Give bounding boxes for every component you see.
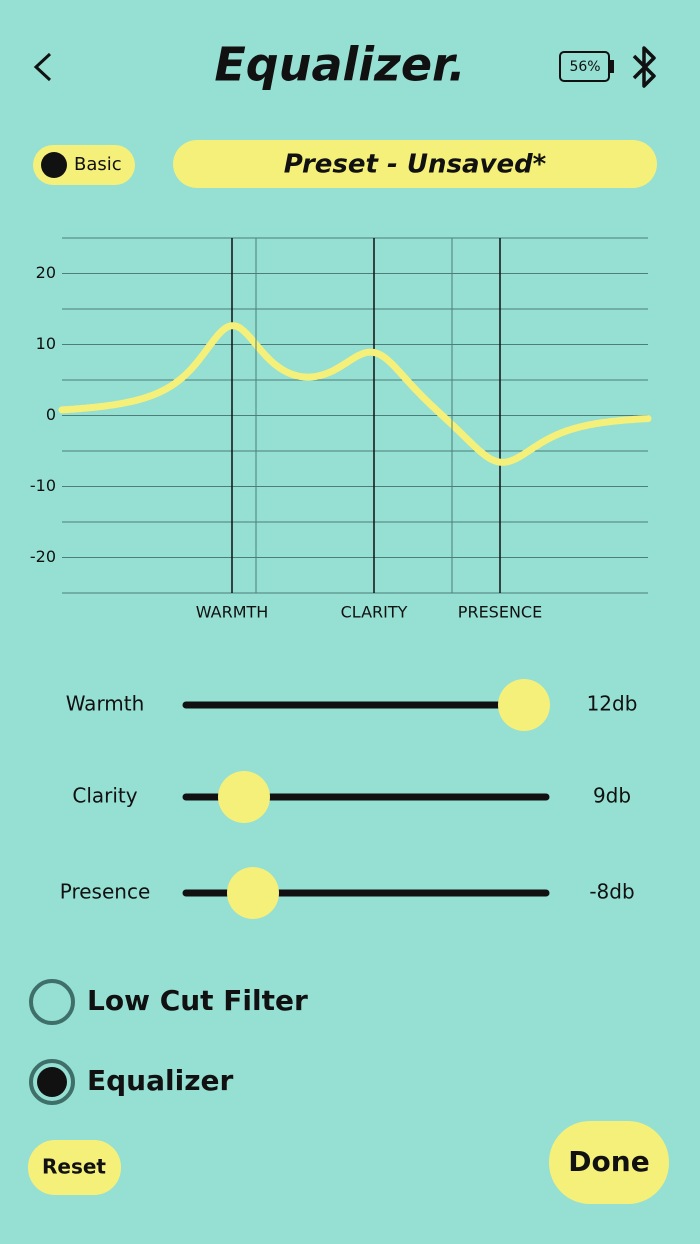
radio-button[interactable] <box>29 979 75 1025</box>
radio-button[interactable] <box>29 1059 75 1105</box>
battery-level: 56% <box>569 59 600 75</box>
slider-knob[interactable] <box>218 771 270 823</box>
title: Equalizer. <box>214 38 465 92</box>
battery-tip <box>609 60 614 73</box>
reset-label: Reset <box>42 1155 106 1179</box>
toggle-knob <box>41 152 67 178</box>
y-tick-label: -10 <box>30 476 56 495</box>
eq-graph: 20 10 0 -10 -20 WARMTH CLARITY PRESENCE <box>30 237 652 622</box>
band-label: WARMTH <box>196 603 269 622</box>
slider-label: Presence <box>60 880 151 904</box>
options: Low Cut Filter Equalizer <box>29 979 308 1105</box>
option-label: Low Cut Filter <box>87 984 308 1017</box>
y-tick-label: 20 <box>36 263 56 282</box>
slider-value: 9db <box>593 784 631 808</box>
slider-label: Clarity <box>72 784 137 808</box>
slider-label: Warmth <box>66 692 145 716</box>
radio-dot <box>37 1067 67 1097</box>
eq-curve <box>58 322 652 466</box>
y-tick-label: 10 <box>36 334 56 353</box>
mode-label: Basic <box>74 154 122 175</box>
preset-label: Preset - Unsaved* <box>284 150 547 180</box>
slider-knob[interactable] <box>498 679 550 731</box>
option-label: Equalizer <box>87 1064 233 1097</box>
band-label: PRESENCE <box>458 603 542 622</box>
done-button[interactable] <box>549 1121 669 1204</box>
done-label: Done <box>568 1145 649 1178</box>
y-tick-label: -20 <box>30 547 56 566</box>
preset-selector[interactable] <box>173 140 657 188</box>
slider-value: 12db <box>587 692 638 716</box>
slider-value: -8db <box>589 880 634 904</box>
back-button[interactable] <box>33 52 52 82</box>
slider-knob[interactable] <box>227 867 279 919</box>
sliders: Warmth 12db Clarity 9db Presence -8db <box>60 679 638 919</box>
band-label: CLARITY <box>341 603 408 622</box>
reset-button[interactable] <box>28 1140 121 1195</box>
y-tick-label: 0 <box>46 405 56 424</box>
bluetooth-icon <box>632 46 656 88</box>
